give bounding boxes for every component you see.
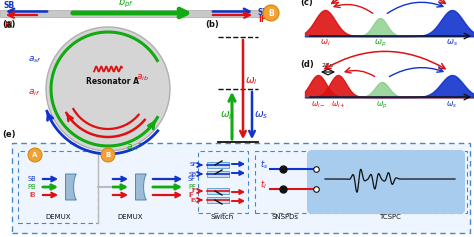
Text: $a_{sf}$: $a_{sf}$ xyxy=(28,54,42,64)
Text: IF: IF xyxy=(191,188,197,193)
Text: IB: IB xyxy=(191,197,197,202)
Text: PB: PB xyxy=(27,184,36,190)
Text: $\omega_p$: $\omega_p$ xyxy=(374,37,386,49)
Text: (e): (e) xyxy=(2,130,16,139)
Circle shape xyxy=(46,27,170,151)
Text: (b): (b) xyxy=(205,20,219,29)
Text: DEMUX: DEMUX xyxy=(45,214,71,220)
Text: B: B xyxy=(105,152,110,158)
Text: $a_{ib}$: $a_{ib}$ xyxy=(136,72,149,82)
Circle shape xyxy=(28,148,42,162)
Text: SNSPDs: SNSPDs xyxy=(272,214,299,220)
Text: B: B xyxy=(268,9,274,18)
Text: $a_{pf}$: $a_{pf}$ xyxy=(126,142,141,154)
FancyBboxPatch shape xyxy=(12,143,470,233)
Text: IF: IF xyxy=(188,192,193,198)
Text: $2\beta_{AI}$: $2\beta_{AI}$ xyxy=(321,61,335,70)
Text: DEMUX: DEMUX xyxy=(117,214,143,220)
Text: $\omega_{i+}$: $\omega_{i+}$ xyxy=(330,99,346,109)
Text: Switch: Switch xyxy=(210,214,234,220)
Text: IB: IB xyxy=(29,192,36,198)
Circle shape xyxy=(263,5,279,21)
Text: $\omega_s$: $\omega_s$ xyxy=(446,37,458,47)
Text: TCSPC: TCSPC xyxy=(379,214,401,220)
FancyBboxPatch shape xyxy=(255,151,467,213)
FancyBboxPatch shape xyxy=(207,197,229,203)
FancyBboxPatch shape xyxy=(18,151,98,223)
Text: SB: SB xyxy=(27,176,36,182)
Text: $\omega_p$: $\omega_p$ xyxy=(376,99,388,110)
FancyBboxPatch shape xyxy=(308,151,464,213)
FancyBboxPatch shape xyxy=(198,151,248,213)
FancyBboxPatch shape xyxy=(207,171,229,177)
Text: $t_s$: $t_s$ xyxy=(260,159,268,171)
Text: $t_I$: $t_I$ xyxy=(260,179,267,191)
FancyBboxPatch shape xyxy=(207,188,229,194)
Text: SF: SF xyxy=(188,176,196,182)
Bar xyxy=(0,9,275,17)
Text: IB: IB xyxy=(4,21,13,30)
Text: $\omega_s$: $\omega_s$ xyxy=(254,109,268,121)
Text: $b_{pf}$: $b_{pf}$ xyxy=(118,0,134,10)
Text: $\omega_s$: $\omega_s$ xyxy=(447,99,457,109)
Text: SF: SF xyxy=(258,8,269,17)
Text: SF: SF xyxy=(190,163,197,168)
Text: (c): (c) xyxy=(300,0,313,7)
Text: $\omega_p$: $\omega_p$ xyxy=(220,109,235,122)
Text: $\omega_{i-}$: $\omega_{i-}$ xyxy=(310,99,326,109)
Text: (d): (d) xyxy=(300,60,314,69)
Polygon shape xyxy=(136,174,146,200)
Text: IF: IF xyxy=(258,14,266,23)
Text: $\omega_i$: $\omega_i$ xyxy=(245,76,258,87)
FancyBboxPatch shape xyxy=(207,162,229,168)
Text: (a): (a) xyxy=(2,20,15,29)
Text: $\omega_i$: $\omega_i$ xyxy=(319,37,330,47)
Text: SB: SB xyxy=(189,172,197,177)
Circle shape xyxy=(101,148,115,162)
Text: $a_{if}$: $a_{if}$ xyxy=(28,87,40,97)
Text: Resonator A: Resonator A xyxy=(86,77,139,86)
Text: PF: PF xyxy=(188,184,196,190)
Text: SB: SB xyxy=(4,1,15,10)
Text: A: A xyxy=(32,152,38,158)
Polygon shape xyxy=(65,174,76,200)
